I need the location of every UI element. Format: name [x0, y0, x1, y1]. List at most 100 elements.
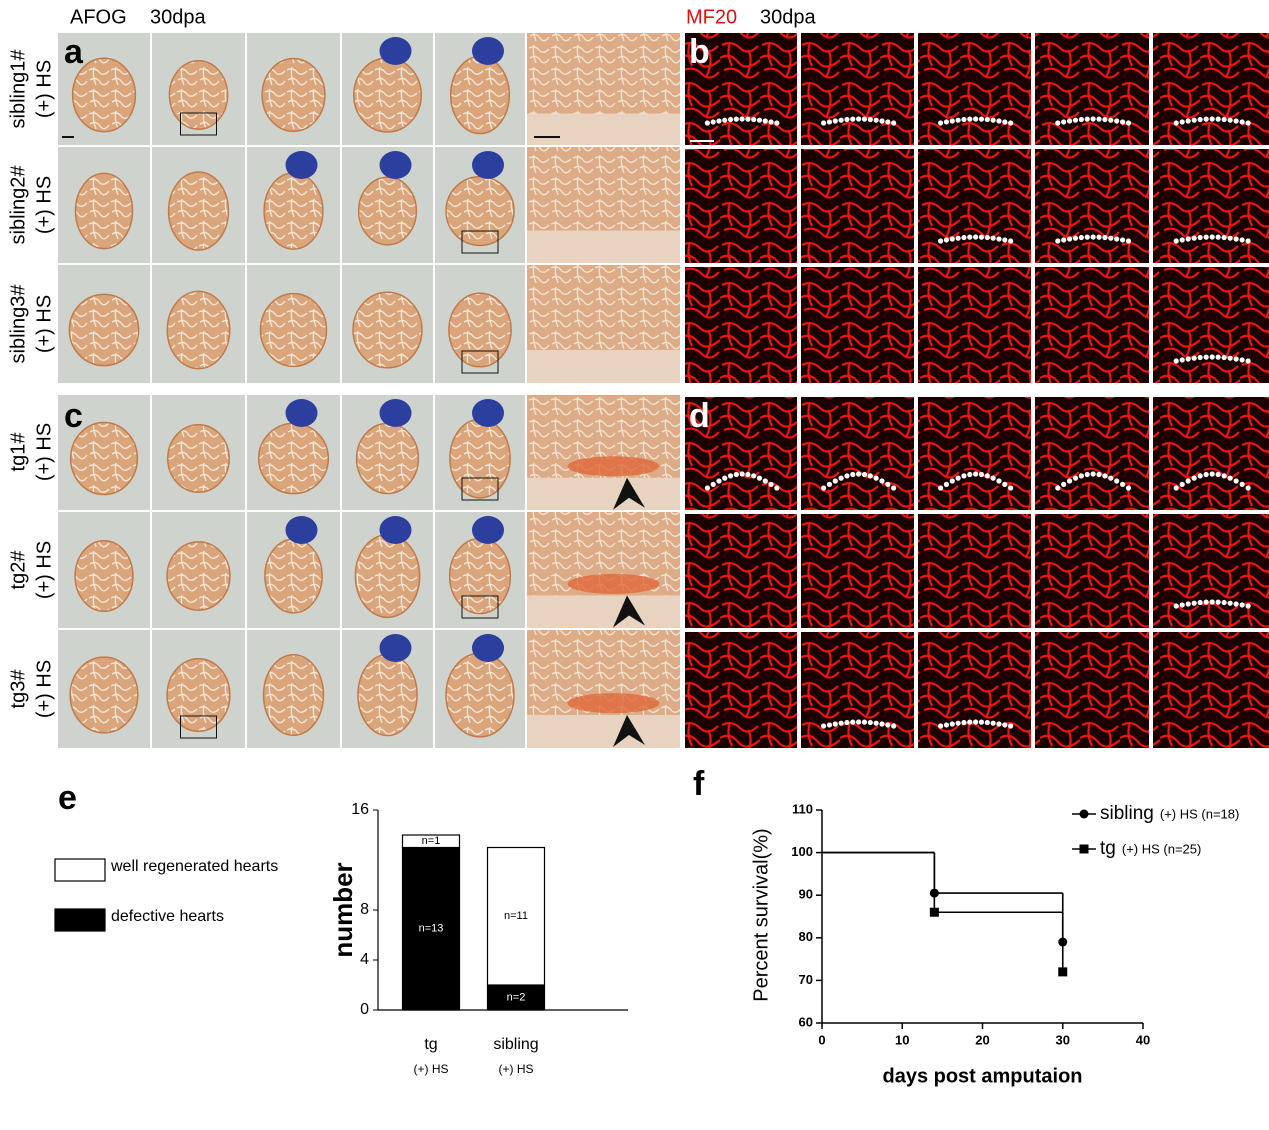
injury-outline [861, 116, 868, 122]
injury-outline [739, 116, 745, 122]
injury-outline [821, 485, 827, 491]
zoom-box [461, 595, 499, 619]
injury-outline [891, 485, 897, 491]
injury-outline [1090, 234, 1096, 240]
injury-outline [745, 116, 751, 122]
injury-outline [1096, 116, 1102, 122]
injury-outline [1108, 117, 1114, 123]
injury-outline [1239, 357, 1245, 363]
injury-outline [1066, 478, 1073, 484]
mf20-image [801, 632, 914, 748]
injury-outline [850, 116, 856, 122]
bulbus [379, 399, 412, 427]
mf20-image [1035, 397, 1149, 510]
mf20-image [1035, 149, 1149, 263]
injury-outline [1096, 471, 1102, 478]
injury-outline [955, 720, 961, 726]
injury-outline [978, 116, 985, 122]
injury-outline [873, 475, 879, 481]
heart-section [357, 653, 418, 737]
injury-outline [1102, 116, 1108, 123]
heart-section [357, 176, 418, 246]
injury-outline [967, 719, 973, 725]
mf20-image [918, 149, 1031, 263]
afog-stain: AFOG [70, 6, 127, 28]
scale-bar [62, 136, 74, 138]
mf20-image [918, 267, 1031, 383]
arrowhead [613, 714, 645, 747]
injury-outline [879, 478, 885, 484]
afog-zoom-tissue [527, 265, 680, 350]
mf20-image [685, 267, 797, 383]
heart-section [448, 292, 512, 368]
heart-section [69, 656, 139, 734]
injury-outline [955, 475, 961, 481]
injury-outline [949, 721, 955, 727]
injury-outline [973, 116, 979, 122]
heart-section [167, 423, 230, 494]
injury-outline [1191, 235, 1197, 241]
injury-outline [1233, 356, 1239, 362]
heart-section [69, 421, 139, 496]
mf20-image [685, 632, 797, 748]
legend-label: sibling [1100, 803, 1154, 824]
injury-outline [704, 485, 711, 491]
panel-letter: a [64, 33, 84, 71]
injury-outline [1179, 481, 1185, 487]
y-tick-label: 0 [360, 1001, 369, 1018]
mf20-stain: MF20 [686, 6, 737, 28]
injury-outline [850, 719, 856, 725]
image-panels [58, 33, 1269, 748]
y-tick-label: 100 [791, 844, 813, 859]
y-tick-label: 4 [360, 951, 369, 968]
row-label: sibling1# [7, 49, 29, 129]
injury-outline [1084, 234, 1090, 240]
injury-outline [1125, 238, 1132, 244]
injury-outline [1072, 235, 1079, 241]
legend-label: defective hearts [111, 908, 224, 925]
injury-outline [745, 471, 751, 478]
y-tick-label: 8 [360, 901, 369, 918]
bulbus [285, 399, 318, 427]
injury-outline [1245, 358, 1251, 364]
row-label: (+) HS [33, 541, 55, 599]
injury-outline [996, 721, 1002, 727]
injury-outline [961, 719, 967, 726]
injury-outline [961, 116, 967, 123]
injury-outline [1227, 475, 1233, 481]
injury-outline [996, 118, 1002, 124]
mf20-image [918, 397, 1031, 510]
injury-outline [1066, 118, 1073, 124]
mf20-image [685, 397, 797, 510]
mf20-image [801, 267, 914, 383]
injury-outline [1185, 601, 1191, 607]
injury-outline [1221, 116, 1227, 123]
injury-outline [891, 120, 897, 126]
heart-section [449, 418, 511, 499]
injury-outline [1179, 602, 1185, 608]
y-tick-label: 60 [799, 1014, 813, 1029]
injury-outline [751, 116, 757, 123]
legend-swatch [54, 908, 106, 932]
mf20-image [1035, 514, 1149, 628]
bar-segment [486, 846, 546, 986]
injury-outline [1233, 601, 1239, 607]
injury-outline [1215, 116, 1221, 122]
injury-outline [1119, 119, 1126, 125]
heart-section [448, 537, 512, 615]
injury-outline [1055, 485, 1061, 491]
mf20-image [918, 632, 1031, 748]
injury-outline [1072, 117, 1079, 123]
mf20-image [1153, 267, 1269, 383]
mf20-image [1153, 514, 1269, 628]
injury-outline [838, 475, 844, 481]
bar-segment [486, 984, 546, 1011]
mf20-image [1035, 632, 1149, 748]
heart-section [445, 175, 515, 247]
heart-section [167, 171, 230, 251]
injury-outline [990, 235, 996, 241]
heart-section [354, 533, 421, 619]
injury-outline [990, 117, 996, 123]
injury-outline [1008, 723, 1014, 729]
injury-outline [861, 719, 868, 725]
